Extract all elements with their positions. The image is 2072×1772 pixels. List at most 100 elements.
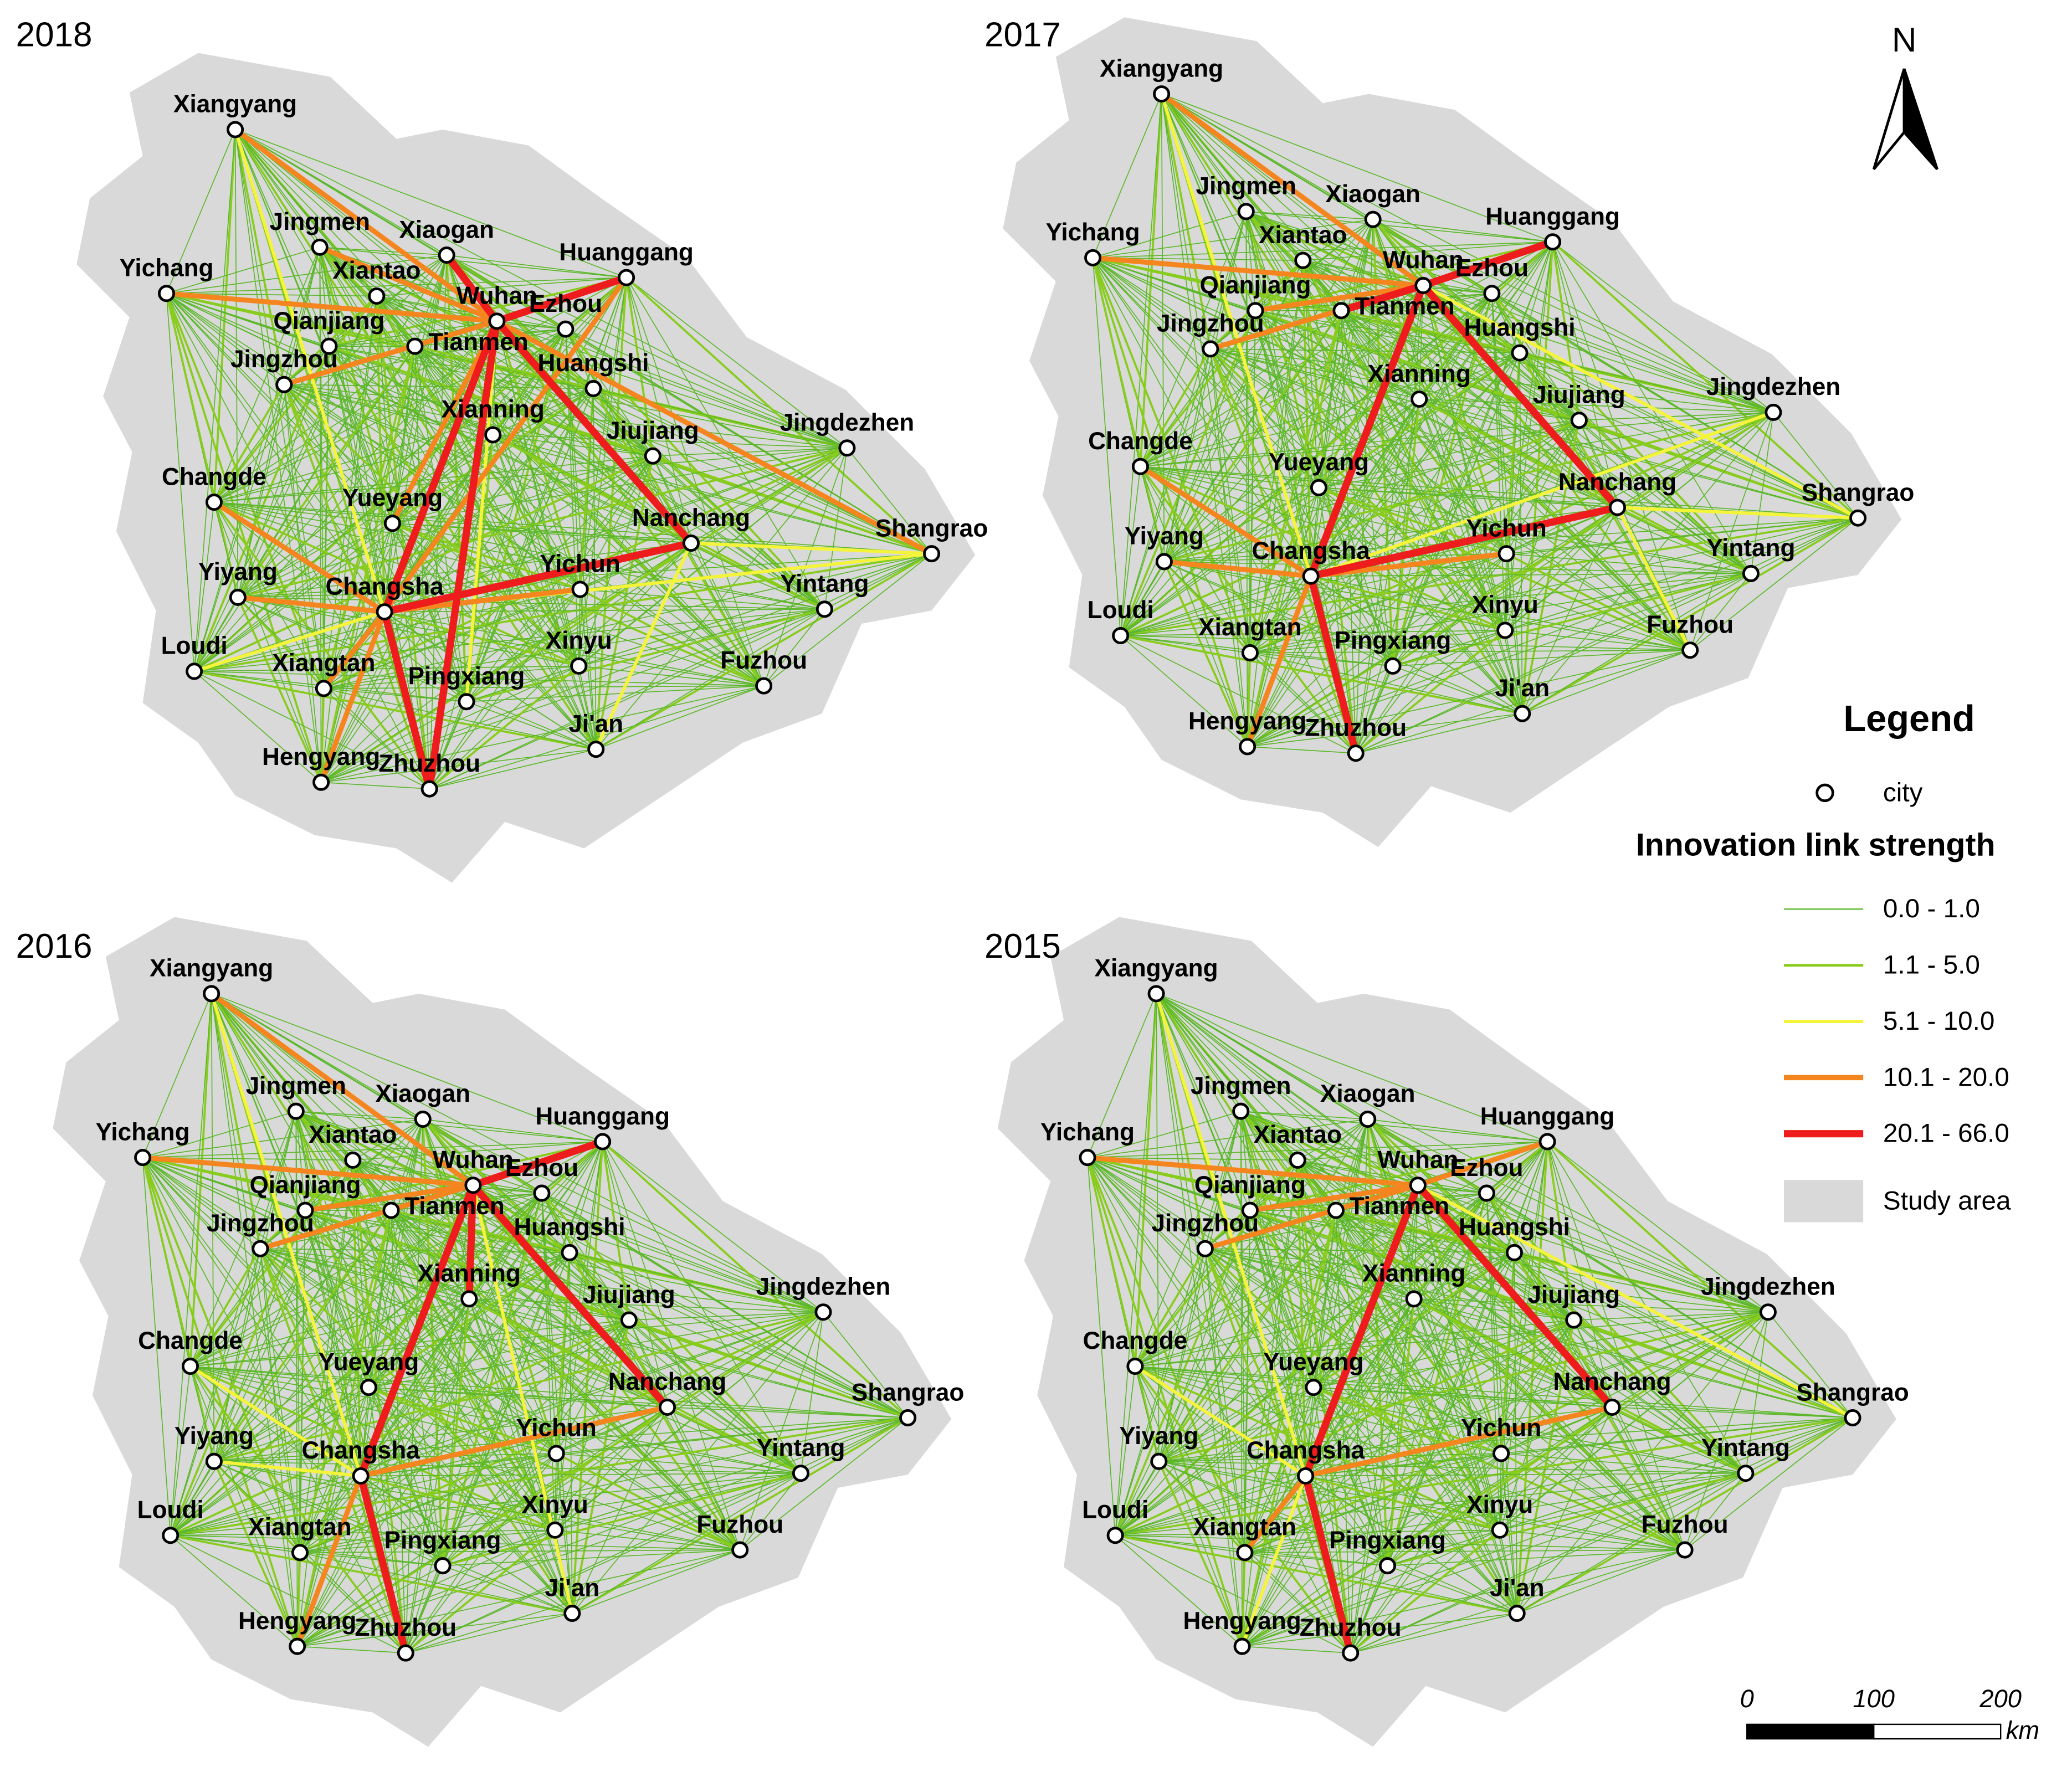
weak-link: [469, 1298, 741, 1550]
weak-link: [295, 1111, 909, 1419]
weak-link: [284, 384, 848, 449]
city-label: Tianmen: [428, 328, 529, 356]
weak-link: [1163, 561, 1251, 654]
weak-link: [322, 346, 416, 689]
orange-link: [258, 1183, 476, 1251]
weak-link: [1355, 666, 1393, 754]
city-label: Jingdezhen: [780, 409, 915, 436]
weak-link: [305, 1210, 370, 1388]
city-label: Hengyang: [262, 743, 380, 771]
weak-link: [1249, 310, 1342, 654]
panel-year: 2015: [984, 927, 1061, 965]
weak-link: [360, 1298, 470, 1476]
city-label: Nanchang: [632, 504, 750, 531]
weak-link: [1684, 1417, 1853, 1550]
weak-link: [1249, 652, 1356, 754]
weak-link: [166, 293, 430, 789]
weak-link: [234, 129, 320, 248]
city-node: [1302, 567, 1320, 585]
weak-link: [1087, 1157, 1746, 1474]
weak-link: [329, 346, 579, 666]
weak-link: [1504, 242, 1553, 631]
city-node: [1294, 251, 1312, 269]
weak-link: [1335, 1210, 1517, 1614]
weak-link: [329, 346, 765, 686]
weak-link: [384, 523, 393, 612]
city-label: Xiaogan: [399, 216, 494, 243]
weak-link: [1086, 1157, 1160, 1462]
city-label: Jingdezhen: [1706, 373, 1841, 400]
city-label: Shangrao: [875, 515, 988, 542]
city-label: Loudi: [137, 1497, 204, 1524]
weak-link: [1156, 993, 1574, 1321]
weak-link: [1163, 561, 1249, 747]
red-link: [1307, 504, 1622, 580]
weak-link: [1249, 1210, 1500, 1530]
weak-link: [214, 1461, 443, 1566]
city-node: [1538, 1133, 1556, 1150]
weak-link: [1115, 1472, 1746, 1536]
weak-link: [211, 993, 824, 1313]
weak-link: [194, 608, 825, 672]
weak-link: [1087, 1157, 1306, 1476]
weak-link: [300, 1552, 572, 1614]
city-label: Yiyang: [175, 1422, 254, 1450]
weak-link: [296, 1160, 353, 1647]
weak-link: [1767, 1312, 1853, 1419]
weak-link: [405, 1417, 908, 1653]
city-node: [289, 1637, 306, 1655]
weak-link: [1250, 517, 1858, 654]
weak-link: [1135, 1366, 1160, 1462]
weak-link: [405, 1565, 443, 1653]
city-label: Yichun: [1461, 1415, 1541, 1442]
red-link: [1337, 281, 1427, 315]
red-link: [465, 1182, 477, 1303]
red-link: [1307, 281, 1427, 580]
legend-class: 5.1 - 10.0: [1883, 1006, 1994, 1036]
weak-link: [1155, 993, 1207, 1249]
city-label: Changsha: [325, 573, 444, 600]
weak-link: [170, 1111, 297, 1536]
weak-link: [1310, 419, 1579, 577]
weak-link: [166, 293, 765, 686]
weak-link: [1244, 1319, 1574, 1553]
weak-link: [472, 1184, 741, 1551]
weak-link: [284, 384, 597, 750]
city-label: Huangshi: [514, 1214, 625, 1241]
weak-link: [1210, 348, 1248, 747]
weak-link: [1302, 219, 1373, 261]
weak-link: [1423, 285, 1751, 574]
weak-link: [170, 1535, 298, 1647]
weak-link: [1311, 573, 1751, 577]
weak-link: [1573, 1319, 1613, 1408]
legend-class: 1.1 - 5.0: [1883, 951, 1980, 980]
city-label: Jiujiang: [1533, 381, 1625, 408]
city-label: Ji'an: [1495, 675, 1550, 702]
weak-link: [323, 455, 653, 689]
weak-link: [214, 1453, 557, 1462]
weak-link: [1313, 1386, 1853, 1419]
weak-link: [170, 1534, 573, 1615]
weak-link: [541, 1193, 669, 1408]
weak-link: [392, 523, 579, 667]
orange-link: [1247, 1183, 1420, 1213]
orange-link: [1242, 1473, 1309, 1555]
weak-link: [1305, 1387, 1314, 1476]
weak-link: [1242, 1417, 1853, 1647]
weak-link: [1514, 1252, 1853, 1419]
weak-link: [1242, 1160, 1299, 1647]
weak-link: [1139, 348, 1212, 468]
weak-link: [1158, 1311, 1768, 1463]
city-label: Zhuzhou: [1300, 1614, 1402, 1641]
weak-link: [1519, 352, 1774, 413]
city-label: Changsha: [1252, 537, 1371, 564]
weak-link: [1313, 1386, 1502, 1455]
city-node: [368, 287, 386, 305]
weak-link: [1522, 412, 1774, 714]
weak-link: [414, 346, 467, 702]
weak-link: [541, 1193, 824, 1313]
city-node: [458, 693, 475, 711]
weak-link: [384, 610, 579, 667]
weak-link: [465, 542, 692, 703]
weak-link: [1120, 487, 1319, 636]
